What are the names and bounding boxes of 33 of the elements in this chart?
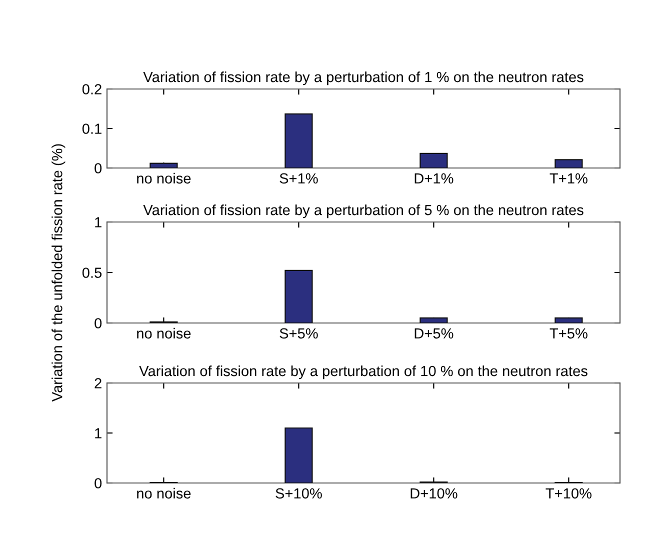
x-tick-label: S+1% — [280, 173, 318, 184]
bar — [554, 159, 583, 168]
x-tick-label: T+1% — [550, 173, 588, 184]
chart-title: Variation of fission rate by a perturbation of 1 % on the neutron rates — [143, 71, 584, 86]
bar — [284, 270, 313, 323]
bar — [284, 427, 313, 483]
bar — [420, 317, 448, 323]
x-tick-label: no noise — [137, 488, 191, 499]
y-tick-label: 1 — [95, 428, 102, 438]
y-tick-label: 0.5 — [82, 268, 102, 278]
bar — [420, 152, 448, 168]
bar — [150, 162, 178, 168]
chart-title: Variation of fission rate by a perturbation of 10 % on the neutron rates — [139, 365, 588, 380]
y-tick-label: 1 — [95, 217, 102, 228]
x-tick-label: T+5% — [550, 328, 588, 339]
x-tick-label: D+1% — [414, 173, 454, 184]
chart-title: Variation of fission rate by a perturbation of 5 % on the neutron rates — [143, 204, 584, 218]
y-tick-label: 0 — [94, 318, 102, 328]
y-tick-label: 0.1 — [82, 124, 102, 134]
x-tick-label: no noise — [137, 172, 191, 184]
y-tick-label: 0 — [94, 478, 102, 488]
bar — [554, 317, 583, 323]
bar — [284, 113, 313, 168]
x-tick-label: no noise — [137, 328, 191, 339]
y-tick-label: 2 — [94, 378, 102, 388]
x-tick-label: S+5% — [280, 328, 318, 339]
y-tick-label: 0.2 — [82, 84, 102, 94]
x-tick-label: D+5% — [414, 328, 454, 339]
x-tick-label: T+10% — [546, 488, 592, 499]
y-tick-label: 0 — [94, 163, 102, 174]
x-tick-label: S+10% — [276, 488, 322, 499]
x-tick-label: D+10% — [410, 488, 458, 499]
y-axis-title: Variation of the unfolded fission rate (%) — [52, 144, 66, 402]
